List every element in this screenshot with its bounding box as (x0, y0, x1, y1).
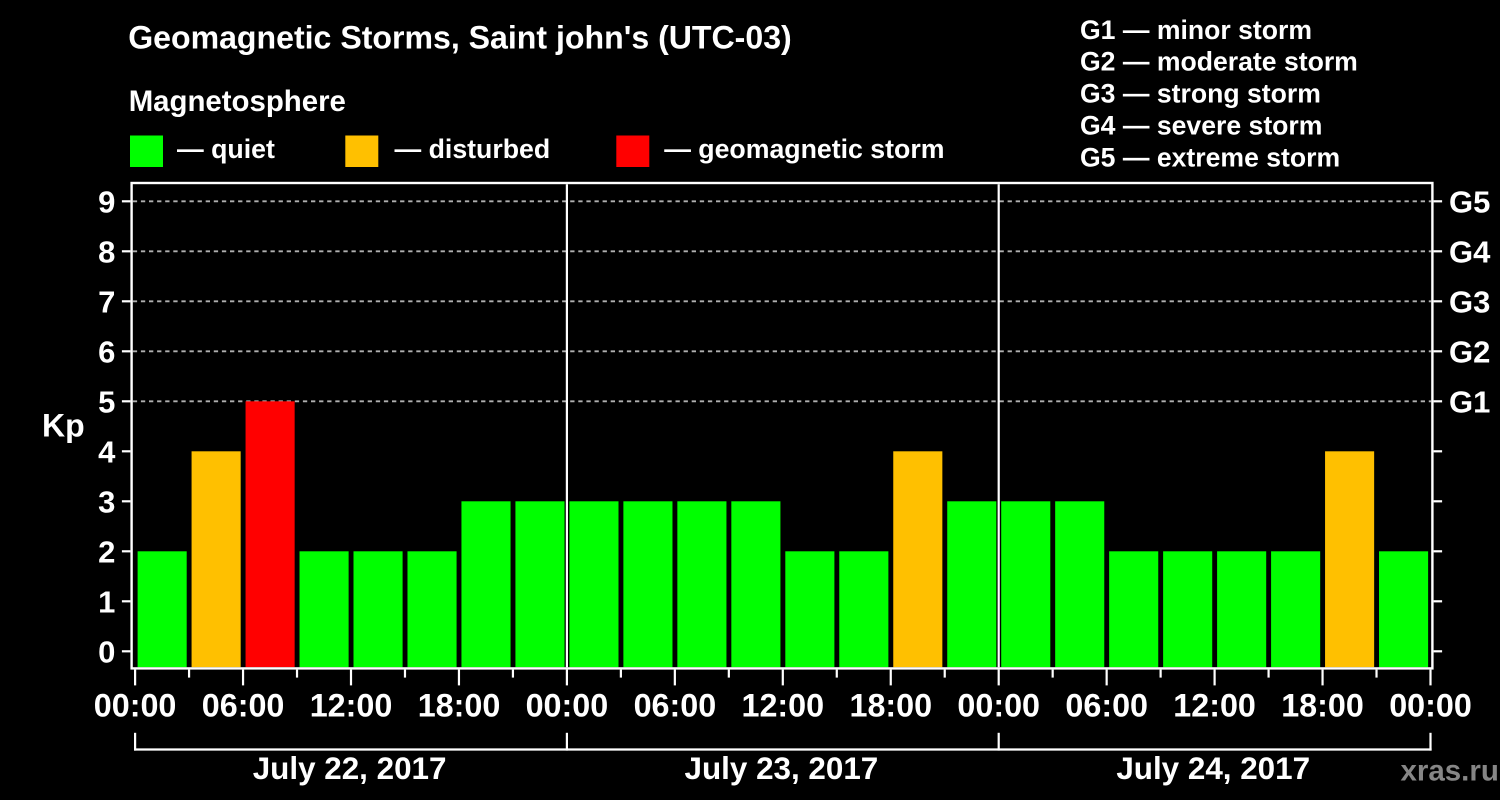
svg-text:00:00: 00:00 (94, 688, 177, 724)
svg-text:G4 — severe storm: G4 — severe storm (1080, 111, 1322, 141)
svg-text:Geomagnetic Storms, Saint john: Geomagnetic Storms, Saint john's (UTC-03… (128, 20, 792, 56)
svg-text:18:00: 18:00 (1281, 688, 1364, 724)
svg-text:5: 5 (98, 384, 115, 419)
svg-text:12:00: 12:00 (741, 688, 824, 724)
svg-text:G2 — moderate storm: G2 — moderate storm (1080, 47, 1358, 77)
svg-text:— disturbed: — disturbed (395, 134, 551, 164)
svg-text:18:00: 18:00 (418, 688, 501, 724)
svg-text:xras.ru: xras.ru (1400, 755, 1498, 788)
svg-text:2: 2 (98, 534, 115, 569)
svg-text:18:00: 18:00 (849, 688, 932, 724)
svg-text:G4: G4 (1449, 234, 1491, 269)
svg-text:06:00: 06:00 (634, 688, 717, 724)
svg-text:3: 3 (98, 484, 115, 519)
svg-text:4: 4 (98, 434, 116, 469)
svg-text:Kp: Kp (42, 408, 85, 444)
svg-text:12:00: 12:00 (310, 688, 393, 724)
svg-text:G1: G1 (1449, 384, 1490, 419)
svg-text:Magnetosphere: Magnetosphere (129, 85, 346, 118)
svg-text:July 22, 2017: July 22, 2017 (253, 751, 447, 786)
svg-text:8: 8 (98, 234, 115, 269)
svg-text:July 24, 2017: July 24, 2017 (1116, 751, 1310, 786)
svg-text:1: 1 (98, 584, 115, 619)
svg-text:00:00: 00:00 (526, 688, 609, 724)
svg-text:7: 7 (98, 284, 115, 319)
svg-text:G3 — strong storm: G3 — strong storm (1080, 79, 1321, 109)
svg-text:00:00: 00:00 (957, 688, 1040, 724)
svg-text:G5: G5 (1449, 184, 1490, 219)
svg-text:00:00: 00:00 (1389, 688, 1472, 724)
svg-text:6: 6 (98, 334, 115, 369)
svg-text:G3: G3 (1449, 284, 1490, 319)
svg-text:0: 0 (98, 634, 115, 669)
svg-text:G2: G2 (1449, 334, 1490, 369)
svg-text:9: 9 (98, 184, 115, 219)
svg-text:— quiet: — quiet (177, 134, 275, 164)
svg-text:06:00: 06:00 (202, 688, 285, 724)
svg-text:— geomagnetic storm: — geomagnetic storm (664, 134, 944, 164)
svg-text:G1 — minor storm: G1 — minor storm (1080, 15, 1312, 45)
svg-text:06:00: 06:00 (1065, 688, 1148, 724)
svg-text:July 23, 2017: July 23, 2017 (685, 751, 879, 786)
svg-text:G5 — extreme storm: G5 — extreme storm (1080, 142, 1340, 172)
svg-text:12:00: 12:00 (1173, 688, 1256, 724)
